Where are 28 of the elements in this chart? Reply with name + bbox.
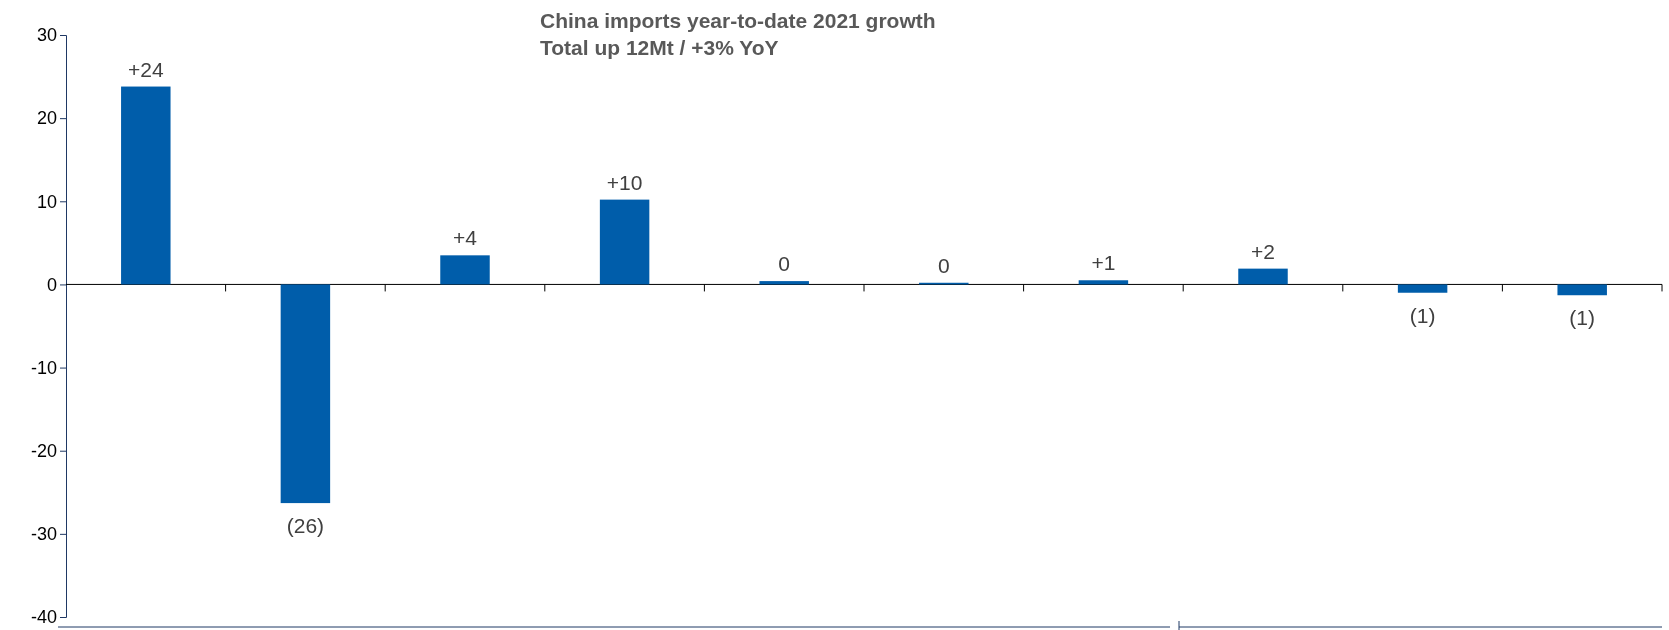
y-tick-label: 20 bbox=[36, 108, 57, 129]
data-label: +1 bbox=[1091, 251, 1116, 275]
y-tick-label: 0 bbox=[46, 274, 57, 295]
data-label: +10 bbox=[606, 170, 643, 194]
y-tick-label: -40 bbox=[30, 607, 57, 628]
y-tick-label: 30 bbox=[36, 25, 57, 46]
bar bbox=[759, 281, 809, 285]
data-label: (1) bbox=[1409, 303, 1436, 327]
data-label: (1) bbox=[1569, 306, 1596, 330]
data-label: +2 bbox=[1251, 239, 1275, 263]
y-tick-label: -30 bbox=[30, 524, 57, 545]
data-label: 0 bbox=[778, 252, 791, 276]
bar bbox=[1557, 284, 1607, 296]
chart-title: China imports year-to-date 2021 growth Total up 12Mt / +3% YoY bbox=[540, 9, 936, 59]
data-label: (26) bbox=[286, 514, 325, 538]
data-label: 0 bbox=[937, 253, 950, 277]
bar bbox=[440, 255, 490, 285]
bar bbox=[1397, 284, 1448, 293]
bar bbox=[121, 86, 171, 285]
bar bbox=[1078, 280, 1129, 285]
bar bbox=[1238, 268, 1288, 285]
y-tick-label: -10 bbox=[30, 357, 57, 378]
bar bbox=[280, 284, 331, 504]
y-tick-label: 10 bbox=[36, 191, 57, 212]
bar bbox=[599, 199, 650, 285]
data-label: +4 bbox=[453, 226, 478, 250]
data-label: +24 bbox=[127, 57, 164, 81]
y-tick-label: -20 bbox=[30, 440, 57, 461]
